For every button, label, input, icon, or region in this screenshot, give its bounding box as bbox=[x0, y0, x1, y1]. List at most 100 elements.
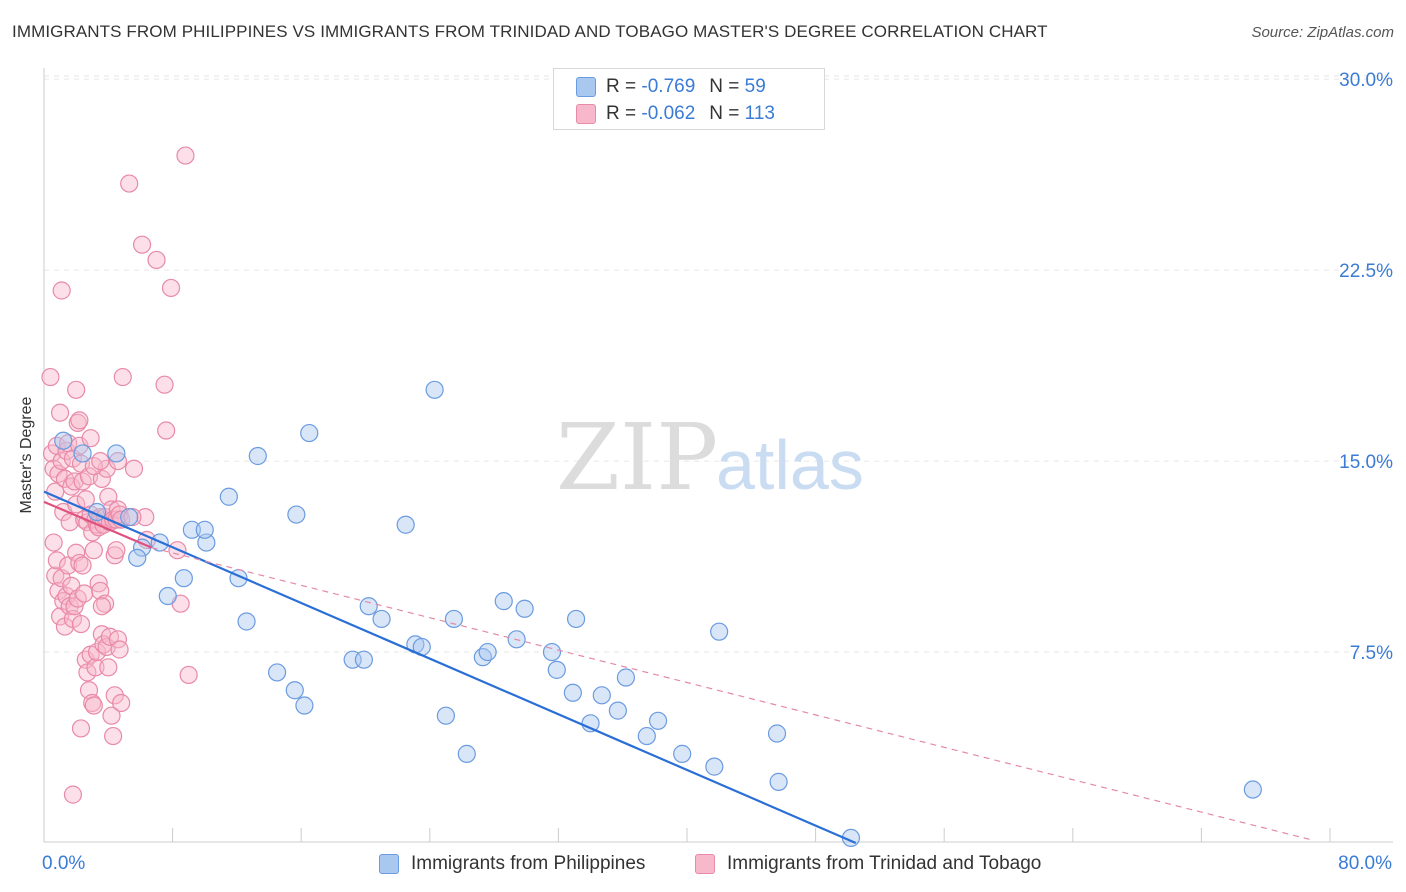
philippines-point bbox=[436, 706, 455, 725]
legend-n-value-philippines: 59 bbox=[744, 76, 766, 97]
legend-n-label: N = bbox=[709, 103, 740, 124]
gridlines bbox=[44, 75, 1393, 653]
bottom-legend-philippines: Immigrants from Philippines bbox=[379, 852, 645, 876]
philippines-point bbox=[608, 701, 627, 720]
philippines-point bbox=[705, 757, 724, 776]
trinidad-point bbox=[94, 635, 113, 654]
philippines-point bbox=[158, 586, 177, 606]
watermark-zip: ZIP bbox=[556, 404, 718, 511]
trinidad-point bbox=[41, 367, 60, 387]
philippines-point bbox=[300, 423, 319, 443]
trinidad-point bbox=[84, 541, 103, 560]
y-tick-label: 7.5% bbox=[1350, 643, 1393, 664]
trinidad-point bbox=[52, 281, 71, 300]
correlation-legend: R = -0.769 N = 59 R = -0.062 N = 113 bbox=[553, 68, 825, 130]
trinidad-point bbox=[86, 658, 105, 677]
y-tick-label: 30.0% bbox=[1339, 70, 1393, 91]
philippines-point bbox=[563, 683, 582, 702]
trinidad-point bbox=[179, 665, 198, 685]
philippines-point bbox=[107, 444, 126, 463]
trinidad-point bbox=[75, 584, 94, 603]
trinidad-point bbox=[108, 451, 128, 471]
philippines-point bbox=[128, 548, 147, 567]
trinidad-point bbox=[107, 541, 126, 560]
trinidad-point bbox=[63, 785, 83, 804]
philippines-point bbox=[767, 724, 787, 743]
philippines-point bbox=[1243, 780, 1262, 799]
philippines-point bbox=[219, 487, 238, 506]
chart-title: IMMIGRANTS FROM PHILIPPINES VS IMMIGRANT… bbox=[12, 22, 1048, 41]
philippines-trend-line bbox=[43, 490, 857, 845]
watermark-atlas: atlas bbox=[716, 426, 864, 504]
philippines-point bbox=[295, 696, 314, 715]
legend-n-value-trinidad: 113 bbox=[744, 103, 775, 124]
legend-row-philippines: R = -0.769 N = 59 bbox=[576, 75, 766, 99]
trinidad-point bbox=[70, 553, 89, 573]
bottom-legend-swatch-philippines bbox=[379, 854, 399, 874]
y-tick-label: 22.5% bbox=[1339, 261, 1393, 282]
x-tick-label-min: 0.0% bbox=[42, 853, 86, 874]
philippines-point bbox=[478, 642, 497, 662]
y-tick-labels: 7.5% 15.0% 22.5% 30.0% bbox=[1339, 70, 1393, 664]
trinidad-point bbox=[81, 429, 100, 448]
philippines-point bbox=[769, 772, 788, 791]
trinidad-point bbox=[44, 533, 63, 552]
trinidad-point bbox=[176, 146, 195, 165]
philippines-point bbox=[359, 597, 378, 616]
trinidad-point bbox=[62, 477, 81, 496]
philippines-point bbox=[542, 642, 562, 662]
trinidad-point bbox=[92, 597, 111, 616]
trinidad-point bbox=[157, 421, 176, 440]
trinidad-point bbox=[120, 174, 139, 193]
legend-r-label: R = bbox=[606, 76, 637, 97]
philippines-point bbox=[616, 668, 636, 687]
trinidad-point bbox=[124, 459, 144, 478]
philippines-point bbox=[287, 505, 306, 524]
philippines-point bbox=[473, 648, 492, 667]
legend-row-trinidad: R = -0.062 N = 113 bbox=[576, 102, 775, 126]
philippines-point bbox=[673, 744, 692, 763]
philippines-point bbox=[515, 599, 534, 618]
trinidad-point bbox=[71, 719, 91, 738]
philippines-point bbox=[54, 431, 73, 450]
trinidad-point bbox=[132, 235, 152, 254]
trinidad-point bbox=[50, 403, 70, 422]
philippines-point bbox=[174, 569, 193, 588]
trend-lines bbox=[43, 490, 1315, 845]
philippines-point bbox=[285, 681, 304, 700]
trinidad-point bbox=[91, 451, 110, 471]
trinidad-point bbox=[70, 411, 89, 430]
legend-r-label: R = bbox=[606, 103, 637, 124]
legend-n-label: N = bbox=[709, 76, 740, 97]
bottom-legend-label-trinidad: Immigrants from Trinidad and Tobago bbox=[727, 853, 1042, 874]
legend-r-value-philippines: -0.769 bbox=[641, 76, 696, 97]
philippines-point bbox=[566, 609, 586, 629]
trinidad-point bbox=[84, 696, 103, 715]
trinidad-trend-line-extended bbox=[151, 547, 1315, 842]
bottom-legend-swatch-trinidad bbox=[695, 854, 715, 874]
legend-r-value-trinidad: -0.062 bbox=[641, 103, 696, 124]
trinidad-point bbox=[52, 451, 71, 471]
philippines-point bbox=[648, 711, 668, 730]
x-tick-label-max: 80.0% bbox=[1338, 853, 1392, 874]
trinidad-point bbox=[105, 686, 124, 705]
philippines-point bbox=[120, 508, 139, 527]
bottom-legend-label-philippines: Immigrants from Philippines bbox=[411, 853, 646, 874]
philippines-point bbox=[425, 380, 444, 399]
trinidad-point bbox=[102, 706, 121, 725]
philippines-point bbox=[494, 592, 513, 611]
philippines-point bbox=[457, 744, 476, 763]
trinidad-point bbox=[89, 574, 108, 593]
trinidad-point bbox=[71, 614, 91, 634]
trinidad-point bbox=[95, 594, 115, 613]
philippines-point bbox=[444, 609, 464, 629]
trinidad-point bbox=[47, 551, 66, 570]
trinidad-point bbox=[112, 693, 131, 713]
philippines-point bbox=[547, 660, 566, 679]
philippines-point bbox=[592, 686, 611, 705]
philippines-point bbox=[372, 609, 391, 629]
trinidad-point bbox=[104, 726, 123, 746]
philippines-point bbox=[267, 663, 287, 682]
trinidad-point bbox=[113, 367, 132, 387]
philippines-point bbox=[237, 612, 256, 631]
